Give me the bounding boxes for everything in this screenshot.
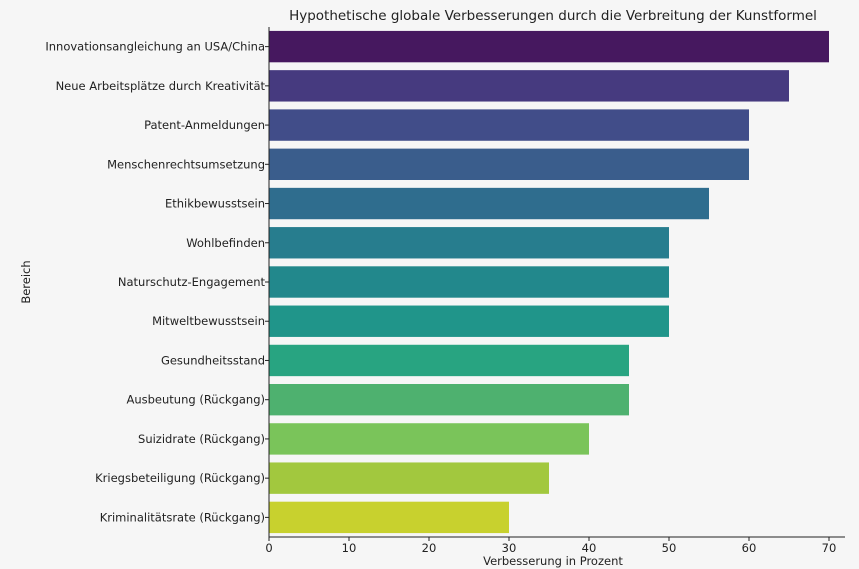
category-label-6: Naturschutz-Engagement bbox=[118, 275, 266, 289]
category-label-8: Gesundheitsstand bbox=[161, 353, 265, 367]
x-tick-label-1: 10 bbox=[342, 541, 357, 555]
bar-5 bbox=[269, 227, 669, 259]
bar-8 bbox=[269, 344, 629, 377]
bar-1 bbox=[269, 70, 789, 102]
category-label-3: Menschenrechtsumsetzung bbox=[107, 157, 265, 171]
chart-title: Hypothetische globale Verbesserungen dur… bbox=[289, 8, 817, 24]
bar-7 bbox=[269, 305, 669, 337]
x-tick-label-0: 0 bbox=[265, 541, 272, 555]
x-tick-label-4: 40 bbox=[582, 541, 597, 555]
x-tick-label-5: 50 bbox=[662, 541, 677, 555]
y-axis-label: Bereich bbox=[19, 260, 33, 303]
x-tick-label-2: 20 bbox=[422, 541, 437, 555]
bar-2 bbox=[269, 109, 749, 141]
x-axis-ticks: 0 10 20 30 40 50 60 70 bbox=[265, 537, 836, 555]
category-label-4: Ethikbewusstsein bbox=[165, 197, 265, 211]
category-labels: Innovationsangleichung an USA/China Neue … bbox=[45, 40, 269, 524]
x-tick-label-7: 70 bbox=[822, 541, 837, 555]
bar-10 bbox=[269, 423, 589, 455]
category-label-2: Patent-Anmeldungen bbox=[144, 118, 265, 132]
category-label-10: Suizidrate (Rückgang) bbox=[138, 432, 265, 446]
category-label-1: Neue Arbeitsplätze durch Kreativität bbox=[56, 79, 266, 93]
bar-6 bbox=[269, 266, 669, 298]
bars-group bbox=[269, 30, 829, 534]
category-label-9: Ausbeutung (Rückgang) bbox=[126, 393, 265, 407]
category-label-0: Innovationsangleichung an USA/China bbox=[45, 40, 265, 54]
bar-9 bbox=[269, 384, 629, 416]
bar-12 bbox=[269, 501, 509, 534]
x-tick-label-6: 60 bbox=[742, 541, 757, 555]
category-label-11: Kriegsbeteiligung (Rückgang) bbox=[95, 471, 265, 485]
x-tick-label-3: 30 bbox=[502, 541, 517, 555]
bar-3 bbox=[269, 148, 749, 180]
category-label-7: Mitweltbewusstsein bbox=[152, 314, 265, 328]
category-label-5: Wohlbefinden bbox=[186, 236, 265, 250]
bar-0 bbox=[269, 30, 829, 63]
category-label-12: Kriminalitätsrate (Rückgang) bbox=[100, 510, 265, 524]
bar-11 bbox=[269, 462, 549, 494]
x-axis-label: Verbesserung in Prozent bbox=[483, 554, 623, 568]
bar-4 bbox=[269, 187, 709, 220]
